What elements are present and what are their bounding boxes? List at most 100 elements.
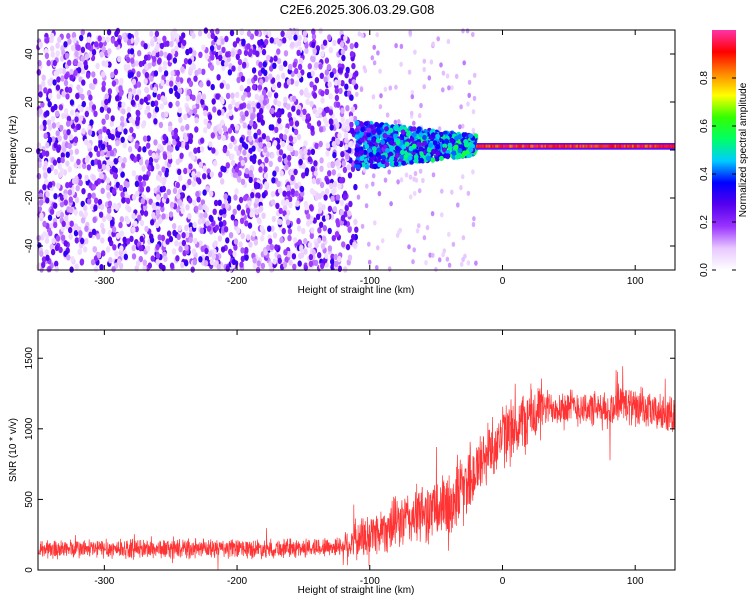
spectrogram-cell — [310, 165, 316, 173]
spectrogram-cell — [129, 126, 134, 134]
spectrogram-cell — [68, 226, 73, 234]
spectrogram-cell — [272, 62, 277, 69]
spectrogram-cell — [239, 84, 244, 92]
spectrogram-cell — [346, 164, 351, 171]
spectrogram-cell — [78, 230, 83, 237]
spectrogram-cell — [99, 173, 105, 180]
spectrogram-cell — [131, 253, 137, 260]
carrier-band-cell — [566, 144, 569, 148]
spectrogram-cell — [98, 41, 104, 49]
spectrogram-cell — [263, 166, 268, 173]
spectrogram-cell — [141, 165, 146, 172]
spectrogram-x-axis-label: Height of straight line (km) — [298, 285, 415, 296]
spectrogram-cell — [374, 121, 379, 128]
spectrogram-cell — [46, 119, 52, 126]
spectrogram-cell — [264, 38, 269, 46]
spectrogram-cell — [47, 101, 52, 108]
spectrogram-cell — [125, 181, 130, 188]
spectrogram-cell — [349, 43, 354, 50]
spectrogram-cell — [302, 30, 307, 37]
spectrogram-cell — [303, 148, 308, 155]
carrier-band-cell — [520, 144, 523, 148]
spectrogram-cell — [123, 36, 128, 43]
spectrogram-cell — [239, 103, 244, 110]
spectrogram-cell — [394, 43, 398, 49]
spectrogram-cell — [84, 53, 90, 60]
carrier-band-cell — [604, 144, 607, 148]
spectrogram-cell — [353, 183, 358, 191]
spectrogram-cell — [324, 88, 330, 96]
spectrogram-cell — [244, 246, 249, 254]
spectrogram-cell — [197, 30, 203, 37]
spectrogram-cell — [60, 225, 65, 232]
spectrogram-cell — [39, 199, 44, 206]
spectrogram-cell — [42, 119, 47, 127]
spectrogram-cell — [258, 166, 263, 173]
spectrogram-cell — [199, 81, 204, 88]
spectrogram-cell — [123, 253, 128, 260]
spectrogram-cell — [180, 207, 185, 215]
spectrogram-cell — [153, 70, 159, 77]
spectrogram-cell — [71, 31, 77, 39]
spectrogram-cell — [74, 148, 80, 155]
spectrogram-cell — [79, 258, 85, 265]
spectrogram-cell — [131, 88, 137, 95]
spectrogram-cell — [315, 178, 321, 185]
spectrogram-cell — [312, 48, 317, 55]
spectrogram-cell — [320, 243, 326, 250]
spectrogram-cell — [114, 250, 119, 257]
spectrogram-cell — [107, 132, 113, 140]
spectrogram-cell — [465, 28, 470, 34]
spectrogram-cell — [257, 84, 263, 91]
spectrogram-cell — [349, 121, 354, 128]
spectrogram-cell — [80, 46, 86, 53]
spectrogram-cell — [98, 134, 103, 141]
spectrogram-cell — [385, 112, 390, 118]
spectrogram-cell — [310, 70, 315, 77]
spectrogram-cell — [261, 133, 267, 140]
spectrogram-cell — [289, 169, 294, 176]
spectrogram-cell — [101, 46, 106, 53]
spectrogram-cell — [50, 32, 55, 40]
spectrogram-cell — [220, 108, 225, 116]
spectrogram-cell — [318, 27, 323, 34]
spectrogram-cell — [46, 59, 51, 67]
spectrogram-cell — [56, 210, 61, 218]
spectrogram-cell — [201, 68, 206, 76]
spectrogram-cell — [389, 201, 393, 207]
spectrogram-cell — [48, 229, 53, 237]
spectrogram-cell — [296, 217, 301, 225]
carrier-band-cell — [491, 144, 494, 148]
spectrogram-cell — [422, 140, 427, 146]
spectrogram-cell — [51, 237, 56, 244]
spectrogram-cell — [190, 154, 195, 161]
spectrogram-cell — [240, 75, 246, 83]
spectrogram-cell — [97, 35, 102, 42]
spectrogram-cell — [157, 217, 163, 224]
spectrogram-cell — [135, 36, 140, 43]
spectrogram-cell — [324, 57, 330, 64]
spectrogram-cell — [407, 244, 411, 250]
spectrogram-cell — [335, 122, 340, 129]
spectrogram-cell — [310, 227, 315, 234]
spectrogram-cell — [254, 197, 260, 204]
spectrogram-cell — [303, 264, 308, 271]
spectrogram-cell — [262, 99, 268, 106]
spectrogram-cell — [196, 176, 201, 183]
spectrogram-cell — [216, 263, 221, 271]
spectrogram-cell — [271, 199, 276, 206]
x-tick-label: -200 — [227, 576, 247, 587]
spectrogram-cell — [441, 252, 445, 258]
spectrogram-cell — [381, 154, 386, 161]
spectrogram-cell — [64, 86, 70, 93]
spectrogram-cell — [327, 205, 333, 212]
spectrogram-cell — [424, 260, 428, 266]
spectrogram-cell — [263, 172, 269, 180]
spectrogram-cell — [69, 155, 75, 162]
spectrogram-cell — [87, 198, 92, 205]
colorbar-tick-label: 0.4 — [699, 167, 710, 181]
spectrogram-cell — [105, 246, 111, 253]
spectrogram-cell — [349, 94, 354, 101]
spectrogram-cell — [317, 202, 323, 209]
spectrogram-cell — [472, 95, 477, 101]
